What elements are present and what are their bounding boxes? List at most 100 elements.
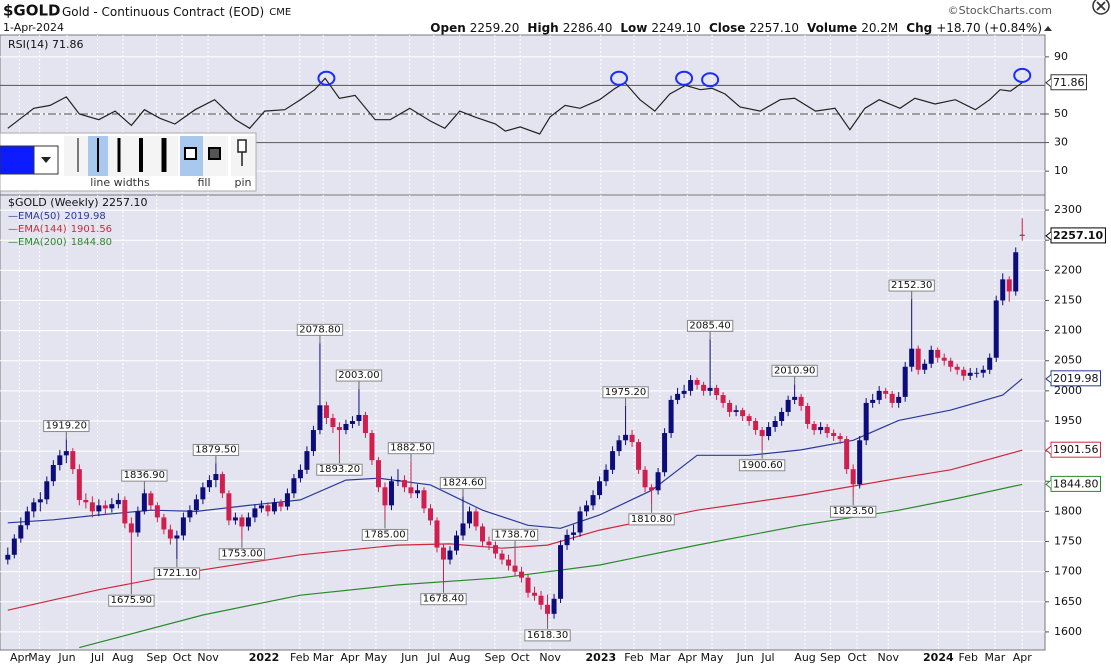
candle-body — [837, 436, 843, 440]
candle-body — [876, 390, 882, 400]
quote-label: Open — [430, 21, 465, 35]
y-tick-label: 1950 — [1054, 414, 1082, 427]
candle-body — [356, 414, 362, 421]
y-tick-label: 1600 — [1054, 625, 1082, 638]
annotation-label: 1721.10 — [156, 568, 197, 579]
pin-icon[interactable] — [237, 139, 247, 166]
annotation-box — [218, 548, 266, 561]
candle-body — [759, 430, 765, 437]
quote-label: Low — [620, 21, 647, 35]
candle-body — [655, 472, 661, 491]
candle-body — [382, 487, 388, 506]
candle-body — [271, 502, 277, 512]
candle-body — [623, 434, 629, 441]
candle-body — [336, 427, 342, 431]
quote-value: 2257.10 — [749, 21, 799, 35]
candle-body — [141, 493, 147, 512]
candle-body — [258, 505, 264, 509]
candle-body — [323, 405, 329, 418]
candle-body — [213, 474, 219, 481]
candle-body — [564, 534, 570, 546]
candle-body — [779, 411, 785, 421]
legend-swatch: — — [8, 211, 18, 222]
candle-body — [694, 380, 700, 385]
candle-body — [668, 399, 674, 434]
candle-body — [1006, 279, 1012, 292]
x-tick-label: May — [28, 651, 51, 664]
candle-body — [792, 396, 798, 400]
legend-name: EMA(144) — [18, 224, 67, 235]
x-tick-label: Mar — [650, 651, 671, 664]
ema-legend: —EMA(200) 1844.80 — [8, 237, 112, 248]
candle-body — [896, 396, 902, 403]
x-tick-label: Apr — [1013, 651, 1033, 664]
dropdown-arrow — [41, 157, 51, 163]
candle-body — [440, 547, 446, 560]
price-last: 2257.10 — [102, 196, 148, 209]
x-tick-label: Nov — [878, 651, 900, 664]
toolbar: line widths fill pin — [0, 132, 257, 192]
x-tick-label: Mar — [313, 651, 334, 664]
candle-body — [987, 357, 993, 370]
x-tick-label: Feb — [624, 651, 643, 664]
close-x[interactable] — [1096, 1, 1106, 11]
candle-body — [811, 424, 817, 431]
candle-body — [401, 480, 407, 488]
candle-body — [252, 508, 258, 518]
annotation-label: 1893.20 — [319, 464, 360, 475]
annotation-label: 1824.60 — [442, 478, 483, 489]
y-tick-label: 2050 — [1054, 354, 1082, 367]
candle-body — [532, 592, 538, 596]
fill-solid[interactable] — [208, 147, 221, 160]
annotation-box — [628, 513, 675, 526]
annotation-box — [686, 319, 734, 332]
candle-body — [798, 396, 804, 406]
fill-empty[interactable] — [184, 147, 197, 160]
annotation-label: 1879.50 — [195, 444, 236, 455]
annotation-label: 1753.00 — [221, 549, 262, 560]
legends: RSI(14) 71.86 $GOLD (Weekly) 2257.10 —EM… — [8, 38, 148, 248]
quote-label: Close — [709, 21, 745, 35]
candle-body — [421, 490, 427, 509]
candle-body — [343, 424, 349, 431]
rsi-highlight — [1013, 67, 1032, 83]
last-value-label: 1901.56 — [1053, 443, 1099, 456]
annotation-box — [121, 469, 168, 482]
legend-swatch: — — [8, 224, 18, 235]
color-swatch[interactable] — [0, 145, 35, 175]
pin-label: pin — [234, 176, 251, 189]
plots: Apr May Jun Jul Aug Sep Oct Nov 2022 Feb Mar Apr May… — [0, 50, 1106, 664]
candle-body — [499, 553, 505, 560]
candle-body — [480, 526, 486, 542]
rsi-highlight — [675, 70, 694, 86]
candle-body — [707, 387, 713, 391]
rsi-title: RSI(14) — [8, 38, 48, 51]
candle-body — [174, 535, 180, 539]
close-button[interactable] — [1092, 0, 1110, 15]
candle-body — [284, 493, 290, 507]
candle-body — [467, 511, 473, 524]
candle-body — [590, 495, 596, 506]
candle-body — [18, 525, 24, 539]
y-tick-label: 1700 — [1054, 565, 1082, 578]
candle-body — [681, 390, 687, 394]
x-tick-label: Jun — [736, 651, 754, 664]
rsi-highlight — [701, 72, 720, 88]
collapse-arrow[interactable] — [1044, 26, 1052, 31]
y-tick-label: 1800 — [1054, 504, 1082, 517]
legend-value: 1844.80 — [71, 237, 112, 248]
last-value-pointer — [1045, 78, 1052, 88]
candle-body — [310, 430, 316, 452]
candle-body — [5, 554, 11, 560]
legend-value: 2019.98 — [64, 211, 105, 222]
annotation-box — [420, 593, 467, 606]
annotation-box — [738, 459, 786, 472]
annotation-label: 2003.00 — [338, 370, 379, 381]
ema-line — [7, 449, 1023, 611]
candle-body — [369, 433, 375, 461]
candle-body — [961, 369, 967, 376]
ema-line — [79, 483, 1023, 649]
candle-body — [278, 502, 284, 507]
x-tick-label: Mar — [985, 651, 1006, 664]
